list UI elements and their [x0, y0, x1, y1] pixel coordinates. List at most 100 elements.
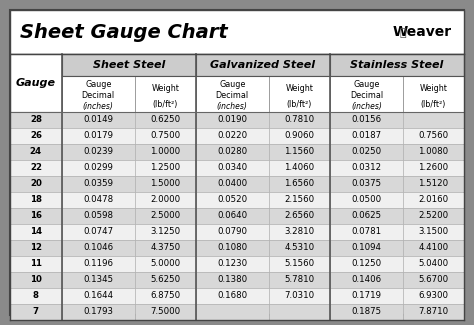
Text: 0.7560: 0.7560 — [419, 132, 448, 140]
Bar — [135, 76, 196, 112]
Text: 2.0160: 2.0160 — [419, 196, 448, 204]
Text: 0.0190: 0.0190 — [217, 115, 247, 124]
Text: 5.0400: 5.0400 — [419, 259, 448, 268]
Bar — [403, 176, 464, 192]
Bar — [330, 112, 403, 128]
Text: 1.2500: 1.2500 — [150, 163, 180, 173]
Text: 1.5120: 1.5120 — [419, 179, 448, 188]
Text: 3.1250: 3.1250 — [150, 227, 180, 237]
Bar — [10, 160, 62, 176]
Text: 2.5200: 2.5200 — [419, 212, 448, 220]
Bar — [196, 256, 269, 272]
Text: 2.5000: 2.5000 — [150, 212, 180, 220]
Text: 7.5000: 7.5000 — [150, 307, 180, 317]
Bar — [403, 144, 464, 160]
Text: 1.0000: 1.0000 — [150, 148, 180, 157]
Text: 0.0781: 0.0781 — [351, 227, 382, 237]
Bar — [269, 288, 330, 304]
Text: 0.0156: 0.0156 — [351, 115, 382, 124]
Text: 0.1230: 0.1230 — [217, 259, 247, 268]
Text: 0.0790: 0.0790 — [217, 227, 247, 237]
Bar — [196, 112, 269, 128]
Text: 0.0747: 0.0747 — [83, 227, 113, 237]
Bar — [62, 128, 135, 144]
Bar — [269, 192, 330, 208]
Bar — [196, 288, 269, 304]
Text: 24: 24 — [30, 148, 42, 157]
Bar — [403, 208, 464, 224]
Text: 26: 26 — [30, 132, 42, 140]
Bar — [403, 304, 464, 320]
Text: 5.7810: 5.7810 — [284, 276, 314, 284]
Text: 0.0640: 0.0640 — [217, 212, 247, 220]
Text: Stainless Steel: Stainless Steel — [350, 60, 444, 70]
Text: 7.0310: 7.0310 — [284, 292, 314, 301]
Text: 0.1793: 0.1793 — [83, 307, 113, 317]
Text: 0.1680: 0.1680 — [217, 292, 247, 301]
Bar — [196, 240, 269, 256]
Text: 14: 14 — [30, 227, 42, 237]
Text: 18: 18 — [30, 196, 42, 204]
Bar — [403, 192, 464, 208]
Text: 0.7810: 0.7810 — [284, 115, 314, 124]
Bar — [269, 160, 330, 176]
Bar — [196, 160, 269, 176]
Bar — [10, 144, 62, 160]
Text: 0.1406: 0.1406 — [351, 276, 382, 284]
Text: (inches): (inches) — [83, 102, 114, 111]
Bar — [330, 240, 403, 256]
Bar — [10, 272, 62, 288]
Text: 20: 20 — [30, 179, 42, 188]
Bar — [62, 76, 135, 112]
Text: 0.1345: 0.1345 — [83, 276, 113, 284]
Bar — [135, 272, 196, 288]
Text: 1.6560: 1.6560 — [284, 179, 314, 188]
Text: 0.1644: 0.1644 — [83, 292, 113, 301]
Text: 12: 12 — [30, 243, 42, 253]
Text: 1.4060: 1.4060 — [284, 163, 314, 173]
Bar — [330, 304, 403, 320]
Bar — [330, 256, 403, 272]
Bar — [10, 240, 62, 256]
Text: Decimal: Decimal — [82, 91, 115, 100]
Bar — [196, 192, 269, 208]
Text: (lb/ft²): (lb/ft²) — [287, 100, 312, 109]
Text: Decimal: Decimal — [216, 91, 249, 100]
Text: Weight: Weight — [151, 84, 179, 93]
Text: 0.0359: 0.0359 — [83, 179, 113, 188]
Bar — [403, 240, 464, 256]
Text: Weight: Weight — [285, 84, 313, 93]
Text: Weight: Weight — [419, 84, 447, 93]
Bar — [10, 208, 62, 224]
Text: 4.5310: 4.5310 — [284, 243, 314, 253]
Bar — [62, 304, 135, 320]
Text: 0.1875: 0.1875 — [351, 307, 382, 317]
Text: 0.1250: 0.1250 — [351, 259, 382, 268]
Bar — [10, 288, 62, 304]
Bar — [269, 144, 330, 160]
Text: (inches): (inches) — [351, 102, 382, 111]
Text: 7.8710: 7.8710 — [419, 307, 448, 317]
Bar — [403, 160, 464, 176]
Bar — [196, 76, 269, 112]
Bar — [330, 54, 464, 76]
Bar — [269, 176, 330, 192]
Text: 0.6250: 0.6250 — [150, 115, 180, 124]
Bar — [10, 128, 62, 144]
Text: 10: 10 — [30, 276, 42, 284]
Text: 2.0000: 2.0000 — [150, 196, 180, 204]
Text: 0.0625: 0.0625 — [351, 212, 382, 220]
Bar — [135, 224, 196, 240]
Text: 0.0220: 0.0220 — [217, 132, 247, 140]
Bar — [62, 112, 135, 128]
Text: 0.0280: 0.0280 — [217, 148, 247, 157]
Bar — [330, 76, 403, 112]
Bar — [135, 112, 196, 128]
Bar — [196, 224, 269, 240]
Bar — [10, 10, 464, 54]
Text: Sheet Steel: Sheet Steel — [92, 60, 165, 70]
Text: 0.0598: 0.0598 — [83, 212, 113, 220]
Text: 0.0250: 0.0250 — [351, 148, 382, 157]
Text: 0.1094: 0.1094 — [351, 243, 382, 253]
Bar — [62, 288, 135, 304]
